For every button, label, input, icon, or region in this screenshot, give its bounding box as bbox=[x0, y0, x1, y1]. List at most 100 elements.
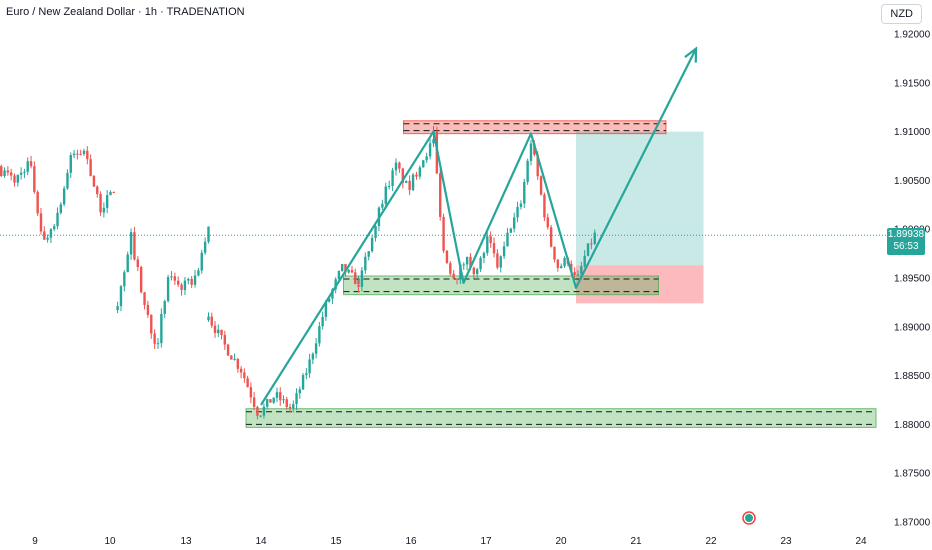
candle-body bbox=[62, 188, 66, 205]
candle-body bbox=[156, 343, 160, 345]
candle-body bbox=[559, 266, 563, 269]
last-price-label: 1.89938 56:53 bbox=[887, 228, 925, 255]
candle-body bbox=[220, 329, 223, 336]
candle-body bbox=[187, 278, 190, 281]
chart-title: Euro / New Zealand Dollar · 1h · TRADENA… bbox=[6, 6, 245, 18]
support-zone-2 bbox=[245, 408, 877, 428]
candle-body bbox=[533, 143, 536, 155]
candle-body bbox=[295, 393, 298, 405]
candle-body bbox=[512, 217, 516, 229]
candle-body bbox=[465, 256, 469, 265]
candle-body bbox=[82, 150, 86, 154]
candle-body bbox=[89, 159, 92, 176]
x-tick-label: 22 bbox=[705, 536, 717, 547]
candle-body bbox=[139, 267, 143, 293]
x-tick-label: 17 bbox=[480, 536, 492, 547]
candle-body bbox=[449, 263, 452, 274]
candle-body bbox=[213, 325, 217, 334]
candle-body bbox=[590, 243, 593, 245]
x-tick-label: 16 bbox=[405, 536, 417, 547]
candle-body bbox=[583, 255, 586, 267]
candle-body bbox=[56, 212, 59, 227]
candle-body bbox=[256, 406, 259, 416]
candle-body bbox=[109, 191, 112, 196]
candle-body bbox=[143, 292, 146, 305]
candle-body bbox=[381, 203, 384, 208]
candle-body bbox=[170, 276, 173, 278]
candle-body bbox=[539, 176, 543, 195]
candle-body bbox=[549, 227, 553, 247]
candle-body bbox=[207, 316, 210, 321]
x-tick-label: 24 bbox=[855, 536, 867, 547]
candle-body bbox=[16, 174, 20, 183]
candle-body bbox=[49, 229, 53, 238]
candle-body bbox=[183, 280, 187, 290]
candle-body bbox=[6, 170, 10, 173]
candle-body bbox=[105, 195, 109, 208]
candle-body bbox=[489, 236, 492, 244]
candle-body bbox=[496, 253, 499, 268]
candle-body bbox=[391, 170, 394, 186]
candle-body bbox=[150, 314, 153, 334]
candle-body bbox=[193, 275, 197, 285]
candle-body bbox=[252, 397, 256, 407]
candle-body bbox=[119, 286, 123, 307]
candle-body bbox=[516, 206, 519, 218]
support-zone-1 bbox=[343, 275, 659, 296]
candle-body bbox=[197, 270, 200, 276]
candle-body bbox=[246, 378, 249, 388]
candle-body bbox=[442, 216, 445, 251]
candle-body bbox=[318, 326, 321, 344]
candle-body bbox=[272, 397, 275, 403]
candle-body bbox=[262, 406, 266, 416]
y-tick-label: 1.88500 bbox=[894, 371, 931, 382]
candle-body bbox=[364, 256, 367, 271]
candle-body bbox=[210, 316, 213, 326]
candle-body bbox=[265, 399, 269, 407]
candle-body bbox=[217, 329, 220, 334]
candle-body bbox=[311, 353, 315, 360]
candle-body bbox=[580, 266, 583, 275]
candle-body bbox=[576, 274, 580, 276]
candle-body bbox=[39, 213, 43, 232]
y-tick-label: 1.89500 bbox=[894, 274, 931, 285]
candle-body bbox=[334, 279, 337, 290]
candle-body bbox=[239, 368, 243, 373]
y-tick-label: 1.89000 bbox=[894, 322, 931, 333]
candle-body bbox=[452, 273, 455, 279]
candle-body bbox=[19, 172, 23, 175]
x-tick-label: 23 bbox=[780, 536, 792, 547]
candle-body bbox=[126, 254, 129, 273]
y-tick-label: 1.91500 bbox=[894, 78, 931, 89]
candle-body bbox=[415, 174, 418, 177]
candle-body bbox=[29, 161, 33, 167]
candle-body bbox=[173, 276, 177, 281]
zones-layer bbox=[245, 120, 877, 428]
candle-body bbox=[327, 298, 331, 302]
last-price-value: 1.89938 bbox=[887, 229, 925, 240]
candle-body bbox=[523, 181, 526, 204]
candle-body bbox=[292, 404, 295, 409]
candle-body bbox=[469, 256, 472, 268]
candle-body bbox=[411, 174, 415, 191]
candle-body bbox=[526, 160, 529, 182]
candle-body bbox=[207, 226, 210, 242]
candle-body bbox=[462, 264, 465, 266]
candle-body bbox=[432, 139, 435, 144]
candle-body bbox=[13, 175, 16, 183]
candle-body bbox=[282, 399, 285, 401]
candle-body bbox=[153, 333, 156, 344]
candle-body bbox=[482, 252, 486, 258]
y-tick-label: 1.90500 bbox=[894, 176, 931, 187]
candle-body bbox=[486, 236, 489, 253]
candle-body bbox=[9, 172, 13, 176]
candle-body bbox=[163, 301, 166, 314]
pattern-layer bbox=[260, 46, 698, 406]
candle-body bbox=[166, 277, 170, 302]
candle-body bbox=[472, 267, 476, 275]
candle-body bbox=[398, 162, 401, 169]
x-tick-label: 15 bbox=[330, 536, 342, 547]
currency-selector[interactable]: NZD bbox=[881, 4, 922, 24]
candle-body bbox=[0, 166, 3, 177]
